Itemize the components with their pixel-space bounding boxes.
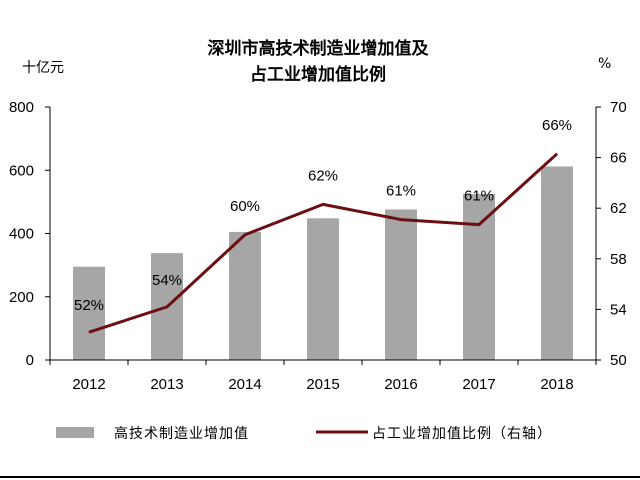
x-tick-label-2012: 2012 [72,376,105,393]
ratio-label-2016: 61% [386,183,416,200]
right-tick-label-70: 70 [610,99,627,116]
right-tick-label-58: 58 [610,251,627,268]
bar-2017 [463,193,495,360]
labels-layer: 52% 54% 60% 62% 61% 61% 66% [74,117,572,314]
right-tick-label-66: 66 [610,150,627,167]
ratio-label-2013: 54% [152,272,182,289]
left-tick-label-800: 800 [9,99,34,116]
ratio-point-2014 [244,234,246,236]
bar-2016 [385,209,417,360]
legend-bar-swatch [56,427,94,438]
right-tick-label-50: 50 [610,352,627,369]
ratio-point-2012 [88,331,90,333]
legend-bar-label: 高技术制造业增加值 [114,425,249,442]
chart-title-line-2: 占工业增加值比例 [250,64,386,85]
right-tick-label-62: 62 [610,200,627,217]
left-axis-unit: 十亿元 [22,60,64,76]
chart-title-line-1: 深圳市高技术制造业增加值及 [208,38,430,59]
ratio-label-2015: 62% [308,167,338,184]
legend: 高技术制造业增加值 占工业增加值比例（右轴） [56,425,552,442]
x-tick-label-2013: 2013 [150,376,183,393]
ratio-point-2016 [400,219,402,221]
ratio-label-2014: 60% [230,198,260,215]
ratio-label-2017: 61% [464,188,494,205]
bars-layer [73,166,573,360]
x-tick-label-2015: 2015 [306,376,339,393]
line-layer [88,152,559,334]
ratio-label-2012: 52% [74,297,104,314]
x-tick-label-2017: 2017 [462,376,495,393]
ratio-point-2015 [322,203,324,205]
right-tick-label-54: 54 [610,301,627,318]
bar-2015 [307,218,339,360]
bar-2012 [73,266,105,360]
left-tick-label-600: 600 [9,162,34,179]
legend-line-label: 占工业增加值比例（右轴） [372,426,552,442]
axes-layer: 0 200 400 600 800 50 54 58 62 66 70 2012 2013 2014 201… [9,99,627,393]
ratio-point-2017 [478,224,480,226]
left-tick-label-200: 200 [9,289,34,306]
bar-2014 [229,231,261,360]
x-tick-label-2016: 2016 [384,376,417,393]
x-tick-label-2018: 2018 [540,376,573,393]
x-tick-label-2014: 2014 [228,376,261,393]
ratio-point-2013 [166,306,168,308]
ratio-point-2018 [556,153,558,155]
ratio-label-2018: 66% [542,117,572,134]
bar-2018 [541,166,573,360]
left-tick-label-0: 0 [26,352,34,369]
left-tick-label-400: 400 [9,226,34,243]
right-axis-unit: % [598,56,611,72]
